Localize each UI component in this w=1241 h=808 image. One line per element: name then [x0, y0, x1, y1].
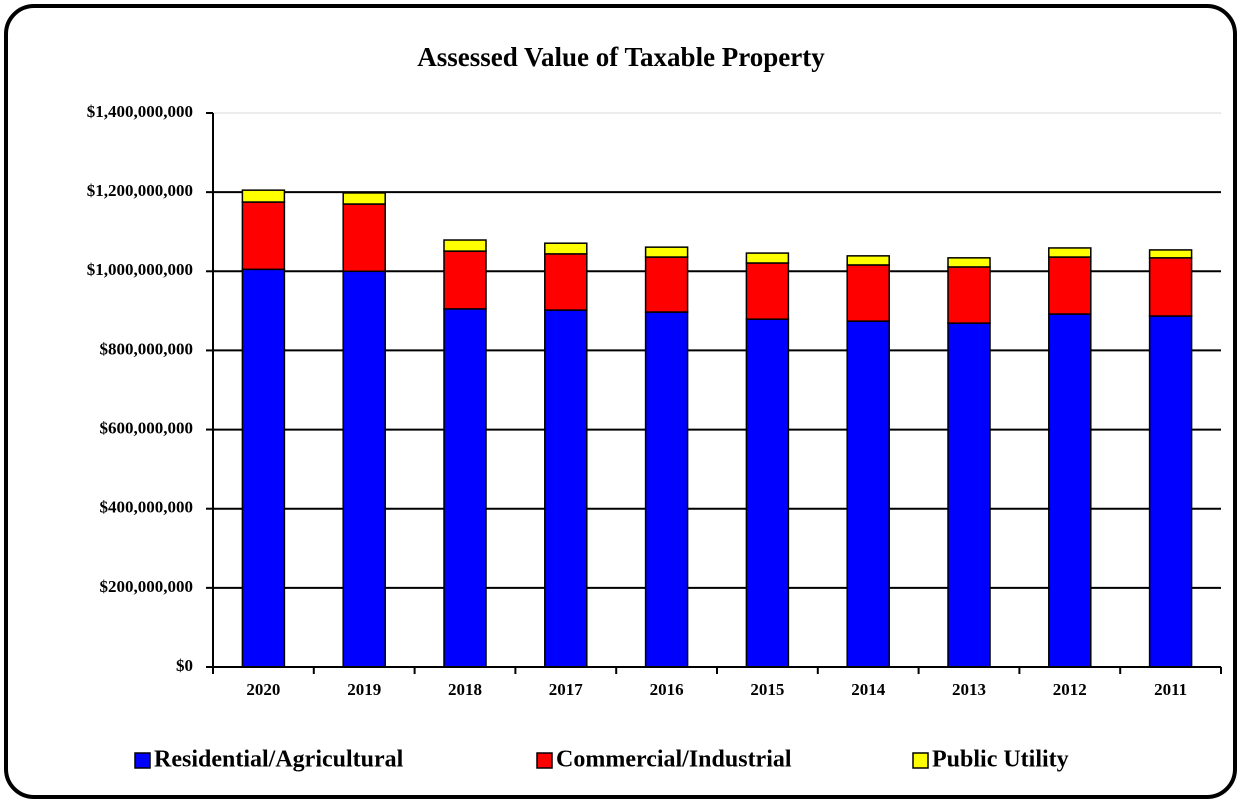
x-tick-label: 2019 — [347, 680, 381, 699]
legend-swatch — [912, 752, 929, 769]
bar-segment — [443, 250, 487, 310]
bar-segment — [947, 266, 991, 324]
y-tick-label: $1,400,000,000 — [87, 102, 193, 121]
bar-segment — [745, 252, 790, 264]
bar-segment — [644, 246, 689, 258]
bar-segment — [644, 256, 689, 313]
x-tick-label: 2011 — [1154, 680, 1187, 699]
bar-segment — [644, 311, 689, 668]
bar-segment — [544, 253, 588, 311]
y-tick-label: $400,000,000 — [100, 498, 194, 517]
chart-border — [4, 4, 1237, 799]
legend-label: Public Utility — [932, 747, 1069, 773]
x-tick-label: 2016 — [650, 680, 684, 699]
bar-segment — [1048, 313, 1092, 668]
x-tick-label: 2020 — [246, 680, 280, 699]
bar-segment — [1148, 249, 1193, 259]
bar-segment — [745, 318, 790, 668]
bar-segment — [1048, 256, 1092, 315]
bar-segment — [745, 262, 790, 320]
bar-segment — [1048, 247, 1092, 258]
bar-segment — [846, 264, 890, 322]
x-tick-label: 2018 — [448, 680, 482, 699]
bar-segment — [443, 239, 487, 252]
bar-segment — [947, 322, 991, 668]
legend-label: Commercial/Industrial — [556, 747, 792, 773]
bar-segment — [544, 309, 588, 668]
x-tick-label: 2014 — [851, 680, 886, 699]
bar-segment — [241, 268, 286, 668]
y-tick-label: $1,000,000,000 — [87, 260, 193, 279]
bar-segment — [342, 192, 386, 205]
x-tick-label: 2012 — [1053, 680, 1087, 699]
bar-segment — [342, 270, 386, 668]
bar-segment — [443, 308, 487, 668]
bar-segment — [947, 257, 991, 268]
chart-title: Assessed Value of Taxable Property — [417, 42, 825, 72]
legend-swatch — [536, 752, 553, 769]
bar-segment — [1148, 257, 1193, 317]
bar-segment — [1148, 315, 1193, 668]
bar-segment — [241, 201, 286, 271]
bar-segment — [544, 242, 588, 255]
bar-segment — [241, 189, 286, 203]
legend-label: Residential/Agricultural — [154, 747, 404, 773]
x-tick-label: 2017 — [549, 680, 584, 699]
y-tick-label: $800,000,000 — [100, 339, 194, 358]
y-tick-label: $200,000,000 — [100, 577, 194, 596]
bar-segment — [342, 203, 386, 273]
y-tick-label: $0 — [176, 656, 193, 675]
legend-swatch — [134, 752, 151, 769]
y-tick-label: $600,000,000 — [100, 418, 194, 437]
x-tick-label: 2015 — [750, 680, 784, 699]
y-tick-label: $1,200,000,000 — [87, 181, 193, 200]
x-tick-label: 2013 — [952, 680, 986, 699]
bar-segment — [846, 320, 890, 668]
bar-segment — [846, 255, 890, 266]
